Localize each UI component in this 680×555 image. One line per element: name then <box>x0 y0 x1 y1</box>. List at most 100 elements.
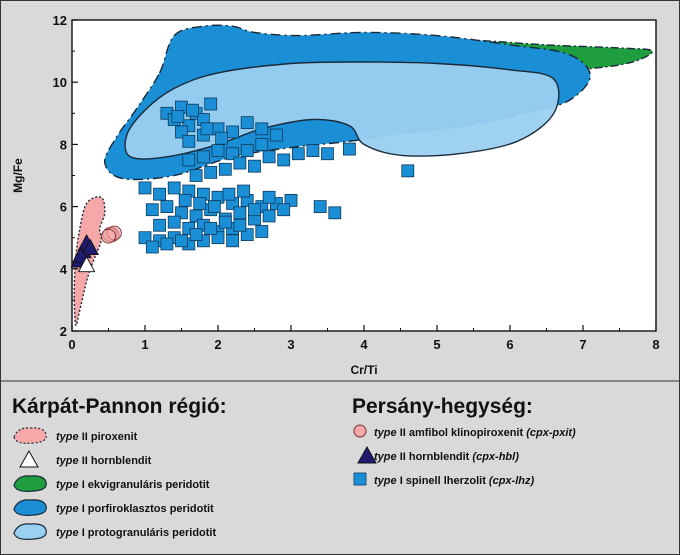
left-legend-label-2: type I ekvigranuláris peridotit <box>56 479 210 491</box>
point-cpx-lhz <box>269 128 283 142</box>
point-cpx-lhz <box>204 165 218 179</box>
right-legend-square-icon-2 <box>353 472 367 486</box>
point-cpx-lhz <box>186 103 199 117</box>
x-tick-label: 0 <box>68 337 75 352</box>
point-cpx-lhz <box>145 240 159 254</box>
point-cpx-lhz <box>218 215 232 229</box>
legend-right: type II amfibol klinopiroxenit (cpx-pxit… <box>353 424 576 487</box>
point-cpx-lhz <box>189 228 203 241</box>
x-tick-label: 4 <box>360 337 368 352</box>
x-axis-label: Cr/Ti <box>350 363 377 377</box>
point-cpx-lhz <box>171 110 185 123</box>
right-legend-label-2: type I spinell lherzolit (cpx-lhz) <box>374 475 534 487</box>
y-tick-label: 10 <box>53 75 67 90</box>
point-cpx-lhz <box>262 209 276 223</box>
point-cpx-lhz <box>182 153 196 167</box>
left-legend-swatch-icon-3 <box>13 499 47 516</box>
point-cpx-lhz <box>255 137 269 151</box>
left-legend-label-1: type II hornblendit <box>56 455 152 467</box>
point-cpx-lhz <box>215 131 229 145</box>
point-cpx-lhz <box>277 153 291 167</box>
y-tick-label: 4 <box>60 262 68 277</box>
point-cpx-lhz <box>153 218 167 232</box>
point-cpx-lhz <box>240 144 254 158</box>
point-cpx-lhz <box>321 147 334 161</box>
y-tick-label: 12 <box>53 13 67 28</box>
left-legend-label-4: type I protogranuláris peridotit <box>56 527 216 539</box>
x-tick-label: 3 <box>287 337 294 352</box>
point-cpx-lhz <box>248 159 261 173</box>
right-legend-triangle-icon-1 <box>357 445 377 464</box>
point-cpx-lhz <box>240 116 254 130</box>
legend-left-title: Kárpát-Pannon régió: <box>12 395 227 418</box>
x-tick-label: 7 <box>579 337 586 352</box>
point-cpx-hbl <box>81 238 99 256</box>
point-cpx-lhz <box>138 181 152 195</box>
point-cpx-lhz <box>218 162 232 176</box>
x-tick-label: 8 <box>652 337 659 352</box>
legend-right-title: Persány-hegység: <box>352 395 533 418</box>
point-cpx-lhz <box>211 144 225 158</box>
point-cpx-lhz <box>196 150 210 164</box>
point-hornblendit-karpat <box>77 255 96 273</box>
point-cpx-lhz <box>175 234 188 248</box>
point-cpx-lhz <box>167 181 181 195</box>
point-cpx-lhz <box>342 142 356 156</box>
point-cpx-lhz <box>226 125 240 139</box>
legend-left: type II piroxenit type II hornblendit type… <box>13 427 216 540</box>
points-layer <box>70 97 415 273</box>
point-cpx-lhz <box>178 193 192 207</box>
left-legend-swatch-icon-2 <box>13 475 47 492</box>
y-tick-label: 8 <box>60 137 67 152</box>
point-cpx-lhz <box>207 200 221 214</box>
point-cpx-lhz <box>167 215 181 229</box>
field-piroxenit <box>73 196 106 327</box>
x-tick-label: 6 <box>506 337 513 352</box>
point-cpx-lhz <box>401 164 415 178</box>
point-cpx-lhz <box>233 218 247 232</box>
point-cpx-lhz <box>262 190 276 204</box>
right-legend-circle-icon-0 <box>353 424 367 438</box>
point-cpx-lhz <box>328 206 342 220</box>
point-cpx-lhz <box>226 234 240 248</box>
left-legend-swatch-icon-4 <box>13 523 47 540</box>
point-cpx-lhz <box>145 203 159 217</box>
point-cpx-lhz <box>204 97 218 111</box>
point-cpx-lhz <box>204 221 218 235</box>
point-cpx-pxit <box>101 228 116 244</box>
point-cpx-lhz <box>193 197 207 210</box>
point-cpx-lhz <box>237 184 250 198</box>
y-tick-label: 6 <box>60 200 67 215</box>
point-cpx-lhz <box>160 237 174 251</box>
point-cpx-lhz <box>160 200 174 214</box>
x-tick-label: 5 <box>433 337 440 352</box>
point-cpx-lhz <box>306 144 320 158</box>
point-cpx-lhz <box>255 122 269 136</box>
left-legend-triangle-icon-1 <box>19 449 39 468</box>
point-cpx-lhz <box>255 225 269 238</box>
left-legend-label-0: type II piroxenit <box>56 431 138 443</box>
point-cpx-lhz <box>248 203 261 217</box>
point-cpx-lhz <box>291 147 305 161</box>
point-cpx-hbl <box>72 246 90 263</box>
left-legend-swatch-icon-0 <box>13 427 47 444</box>
left-legend-label-3: type I porfiroklasztos peridotit <box>56 503 214 515</box>
right-legend-label-0: type II amfibol klinopiroxenit (cpx-pxit… <box>374 427 576 439</box>
point-cpx-lhz <box>277 203 291 217</box>
point-cpx-lhz <box>200 122 214 136</box>
point-cpx-lhz <box>313 200 327 214</box>
point-cpx-lhz <box>153 187 167 201</box>
y-tick-label: 2 <box>60 324 67 339</box>
point-cpx-lhz <box>182 134 196 148</box>
point-cpx-lhz <box>262 150 276 164</box>
y-axis-label: Mg/Fe <box>11 158 25 193</box>
point-cpx-lhz <box>189 169 203 182</box>
x-tick-label: 1 <box>141 337 148 352</box>
point-cpx-lhz <box>233 206 247 220</box>
point-cpx-lhz <box>233 156 247 170</box>
x-tick-label: 2 <box>214 337 221 352</box>
point-cpx-lhz <box>222 187 236 201</box>
right-legend-label-1: type II hornblendit (cpx-hbl) <box>374 451 519 463</box>
